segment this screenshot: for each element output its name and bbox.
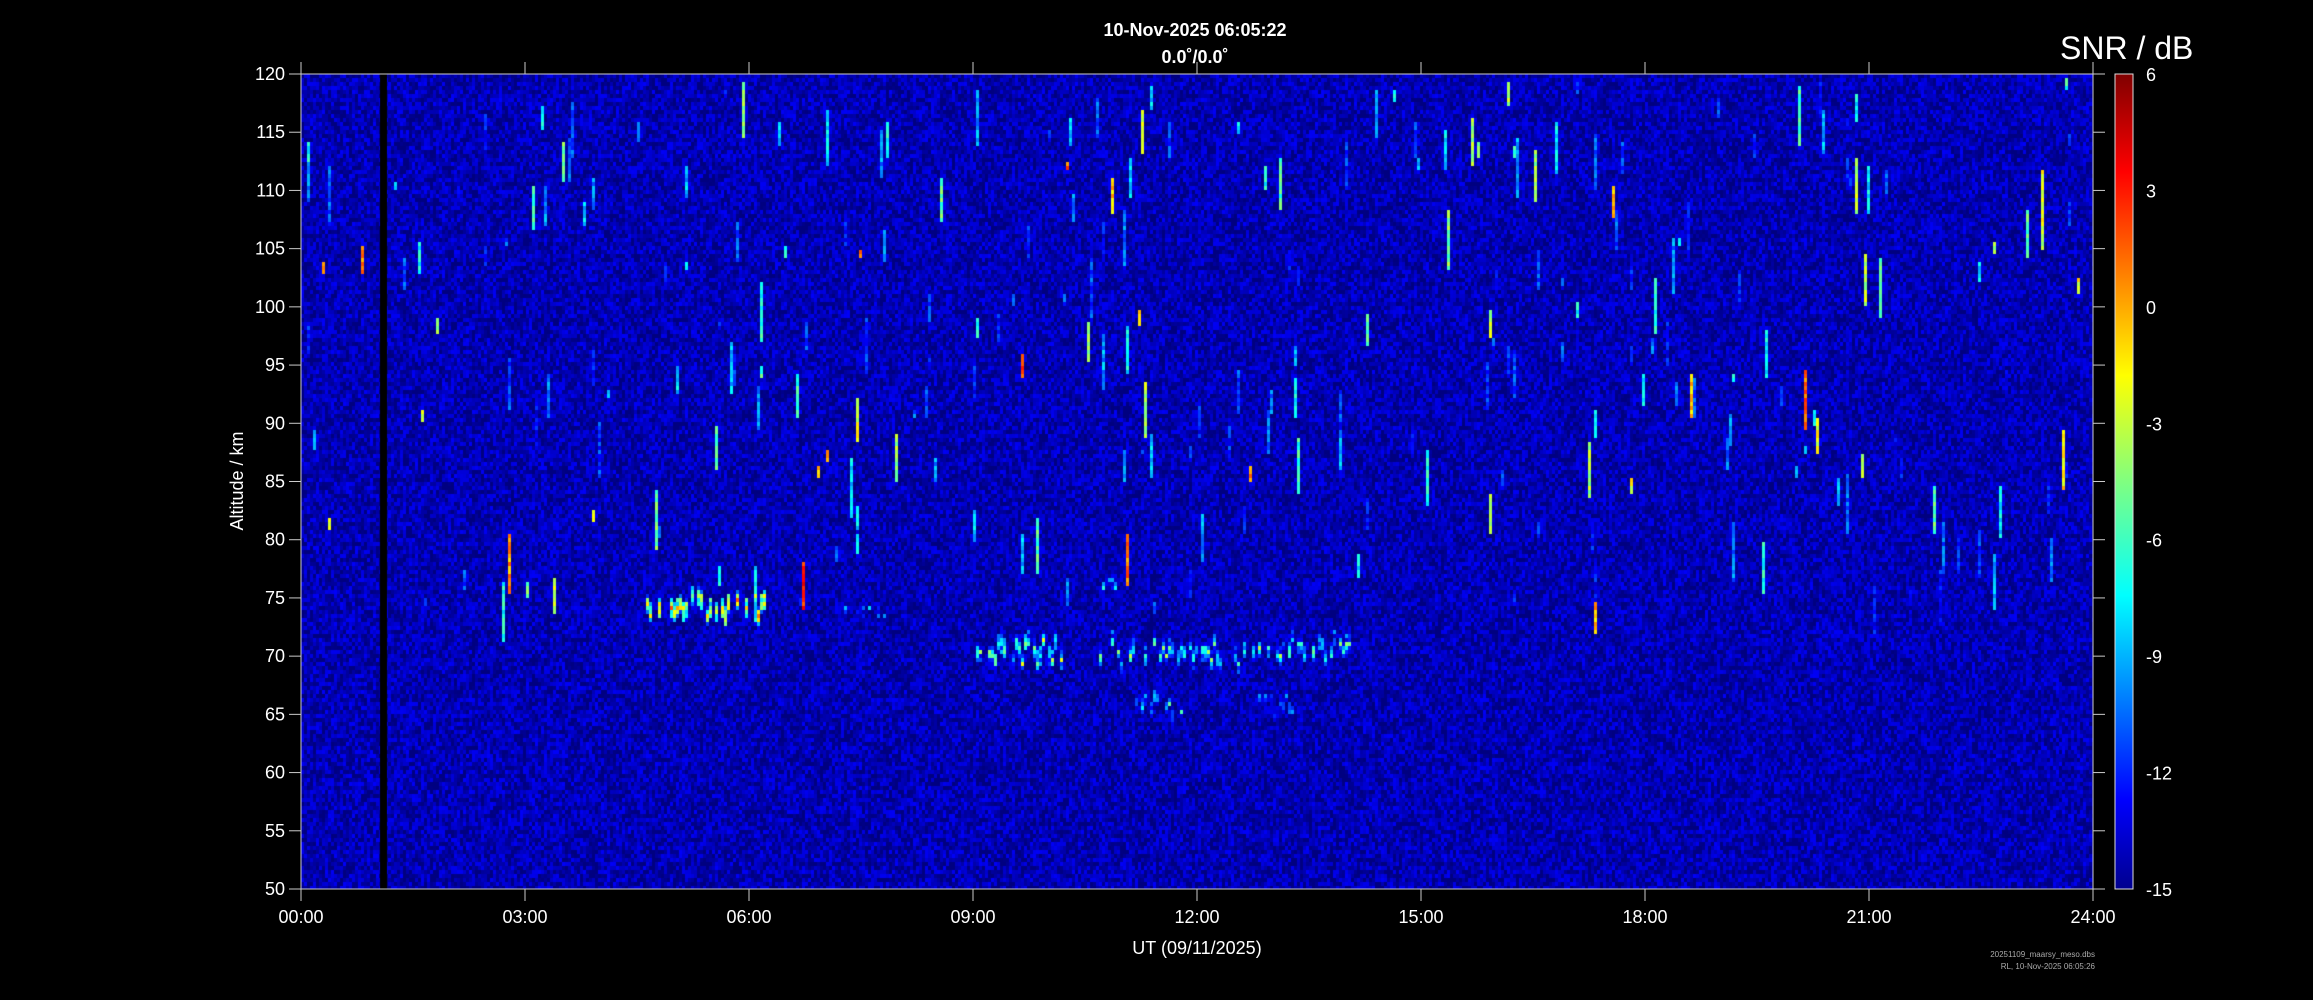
y-tick-label: 60: [265, 763, 285, 783]
y-tick-label: 95: [265, 355, 285, 375]
colorbar-tick-label: 3: [2146, 181, 2156, 201]
y-tick-label: 65: [265, 704, 285, 724]
y-tick-label: 55: [265, 821, 285, 841]
x-tick-label: 03:00: [502, 907, 547, 927]
x-tick-label: 15:00: [1398, 907, 1443, 927]
x-tick-label: 09:00: [950, 907, 995, 927]
x-axis-label: UT (09/11/2025): [1132, 938, 1261, 958]
chart-title: 10-Nov-2025 06:05:22: [1103, 20, 1287, 40]
plot-frame: [300, 73, 2094, 890]
y-tick-label: 50: [265, 879, 285, 899]
y-axis-label: Altitude / km: [227, 431, 247, 530]
colorbar-tick-label: -12: [2146, 764, 2172, 784]
colorbar-label: SNR / dB: [2060, 30, 2194, 66]
x-tick-label: 24:00: [2070, 907, 2115, 927]
colorbar-tick-label: 6: [2146, 65, 2156, 85]
y-tick-label: 90: [265, 413, 285, 433]
y-tick-label: 75: [265, 588, 285, 608]
x-tick-label: 18:00: [1622, 907, 1667, 927]
x-tick-label: 06:00: [726, 907, 771, 927]
y-tick-label: 115: [256, 122, 285, 142]
x-tick-label: 21:00: [1846, 907, 1891, 927]
colorbar-tick-label: -3: [2146, 414, 2162, 434]
colorbar-tick-label: -6: [2146, 531, 2162, 551]
y-tick-label: 100: [255, 297, 285, 317]
y-tick-label: 120: [255, 64, 285, 84]
y-tick-label: 80: [265, 530, 285, 550]
heatmap-image: [301, 74, 2093, 889]
y-tick-label: 70: [265, 646, 285, 666]
y-tick-label: 85: [265, 472, 285, 492]
colorbar: [2114, 73, 2134, 890]
colorbar-tick-label: -15: [2146, 880, 2172, 900]
footer-stamp: RL, 10-Nov-2025 06:05:26: [2000, 962, 2095, 971]
y-tick-label: 105: [255, 239, 285, 259]
footer-filename: 20251109_maarsy_meso.dbs: [1990, 950, 2095, 959]
y-tick-label: 110: [256, 180, 285, 200]
colorbar-tick-label: -9: [2146, 647, 2162, 667]
x-tick-label: 12:00: [1174, 907, 1219, 927]
chart-subtitle: 0.0˚/0.0˚: [1161, 47, 1229, 67]
colorbar-tick-label: 0: [2146, 298, 2156, 318]
x-tick-label: 00:00: [278, 907, 323, 927]
